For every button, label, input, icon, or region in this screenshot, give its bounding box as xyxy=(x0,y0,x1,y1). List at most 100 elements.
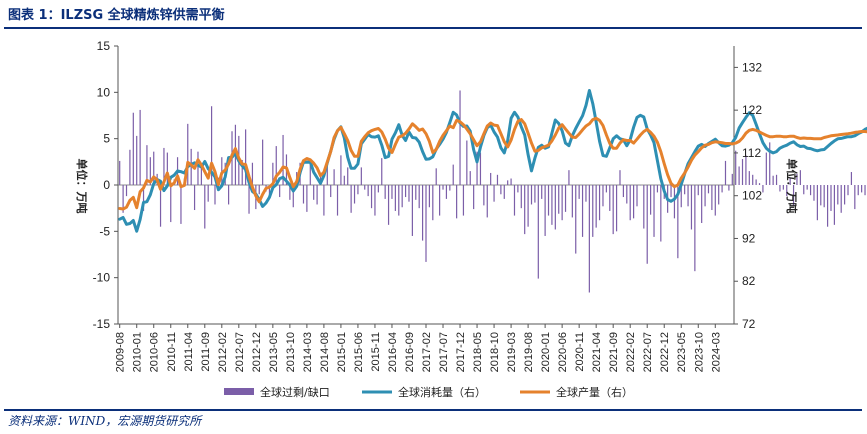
surplus-deficit-bar xyxy=(813,185,815,201)
surplus-deficit-bar xyxy=(401,185,403,208)
surplus-deficit-bar xyxy=(415,185,417,200)
surplus-deficit-bar xyxy=(279,185,281,198)
x-tick-label: 2010-11 xyxy=(166,332,178,372)
y-right-tick-label: 82 xyxy=(742,274,756,288)
x-tick-label: 2023-10 xyxy=(693,332,705,372)
surplus-deficit-bar xyxy=(180,185,182,224)
surplus-deficit-bar xyxy=(466,140,468,185)
surplus-deficit-bar xyxy=(847,185,849,196)
zinc-balance-chart: -15 -10 -5 0 5 10 15 72 82 92 102 112 122 132 2009-0… xyxy=(75,39,867,399)
production-line xyxy=(118,116,867,211)
x-tick-label: 2011-09 xyxy=(200,332,212,372)
surplus-deficit-bar xyxy=(214,185,216,205)
surplus-deficit-bar xyxy=(507,180,509,185)
y-left-tick-label: -15 xyxy=(93,317,111,331)
lines-layer xyxy=(118,89,867,233)
surplus-deficit-bar xyxy=(622,185,624,198)
surplus-deficit-bar xyxy=(439,185,441,216)
surplus-deficit-bar xyxy=(806,185,808,190)
surplus-deficit-bar xyxy=(272,162,274,185)
surplus-deficit-bar xyxy=(391,185,393,199)
surplus-deficit-bar xyxy=(350,185,352,213)
surplus-deficit-bar xyxy=(353,185,356,204)
surplus-deficit-bar xyxy=(656,185,659,193)
y-left-tick-label: 0 xyxy=(103,178,110,192)
y-left-tick-label: 15 xyxy=(97,39,111,53)
y-right-tick-label: 112 xyxy=(742,146,761,160)
surplus-deficit-bar xyxy=(629,185,631,221)
surplus-deficit-bar xyxy=(752,174,754,185)
y-right-tick-label: 132 xyxy=(742,60,762,74)
legend-label: 全球过剩/缺口 xyxy=(260,385,330,399)
surplus-deficit-bar xyxy=(241,159,243,185)
y-left-tick-label: -10 xyxy=(93,271,111,285)
surplus-deficit-bar xyxy=(136,135,138,185)
surplus-deficit-bar xyxy=(724,160,727,185)
surplus-deficit-bar xyxy=(302,185,305,204)
surplus-deficit-bar xyxy=(558,185,560,214)
surplus-deficit-bar xyxy=(782,185,784,190)
surplus-deficit-bar xyxy=(694,185,696,272)
x-tick-label: 2011-04 xyxy=(183,332,195,372)
y-right-tick-label: 102 xyxy=(742,189,762,203)
y-right-tick-label: 92 xyxy=(742,231,756,245)
x-tick-label: 2016-09 xyxy=(404,332,416,372)
legend-swatch-bar xyxy=(224,388,254,395)
x-tick-label: 2020-11 xyxy=(574,332,586,372)
legend-label: 全球消耗量（右） xyxy=(398,385,486,399)
surplus-deficit-bar xyxy=(258,185,260,195)
surplus-deficit-bar xyxy=(384,185,386,199)
x-tick-label: 2022-07 xyxy=(642,332,654,372)
surplus-deficit-bar xyxy=(289,185,291,200)
surplus-deficit-bar xyxy=(680,185,682,208)
x-tick-label: 2021-09 xyxy=(608,332,620,372)
y-right-tick-label: 122 xyxy=(742,103,762,117)
surplus-deficit-bar xyxy=(844,185,846,205)
surplus-deficit-bar xyxy=(714,185,716,216)
surplus-deficit-bar xyxy=(486,185,488,218)
x-tick-label: 2022-02 xyxy=(625,332,637,372)
surplus-deficit-bar xyxy=(609,185,611,211)
surplus-deficit-bar xyxy=(510,178,512,185)
surplus-deficit-bar xyxy=(166,152,168,185)
surplus-deficit-bar xyxy=(462,185,465,216)
x-tick-label: 2016-04 xyxy=(387,332,399,372)
y-left-tick-label: 5 xyxy=(103,132,110,146)
surplus-deficit-bar xyxy=(159,185,162,227)
surplus-deficit-bar xyxy=(139,109,141,185)
title-rule xyxy=(4,27,862,29)
surplus-deficit-bar xyxy=(592,185,594,237)
surplus-deficit-bar xyxy=(772,175,774,185)
surplus-deficit-bar xyxy=(755,179,757,185)
surplus-deficit-bar xyxy=(469,171,471,185)
surplus-deficit-bar xyxy=(496,174,499,185)
surplus-deficit-bar xyxy=(125,185,128,197)
surplus-deficit-bar xyxy=(333,169,335,185)
surplus-deficit-bar xyxy=(595,185,597,228)
surplus-deficit-bar xyxy=(643,185,645,229)
surplus-deficit-bar xyxy=(854,185,856,210)
x-tick-label: 2020-06 xyxy=(557,332,569,372)
surplus-deficit-bar xyxy=(408,185,410,202)
surplus-deficit-bar xyxy=(551,185,553,225)
surplus-deficit-bar xyxy=(636,185,638,207)
x-tick-label: 2019-03 xyxy=(506,332,518,372)
legend: 全球过剩/缺口 全球消耗量（右） 全球产量（右） xyxy=(224,385,633,399)
surplus-deficit-bar xyxy=(381,158,383,185)
surplus-deficit-bar xyxy=(547,185,550,216)
surplus-deficit-bar xyxy=(561,185,563,221)
surplus-deficit-bar xyxy=(779,185,781,192)
surplus-deficit-bar xyxy=(735,150,737,185)
x-tick-label: 2024-03 xyxy=(710,332,722,372)
surplus-deficit-bar xyxy=(326,165,328,185)
surplus-deficit-bar xyxy=(799,170,801,185)
surplus-deficit-bar xyxy=(336,185,339,216)
surplus-deficit-bar xyxy=(673,185,676,219)
surplus-deficit-bar xyxy=(789,178,791,185)
surplus-deficit-bar xyxy=(684,185,686,195)
footer-rule xyxy=(4,409,862,411)
surplus-deficit-bar xyxy=(564,185,567,212)
surplus-deficit-bar xyxy=(193,185,196,211)
surplus-deficit-bar xyxy=(456,185,458,219)
surplus-deficit-bar xyxy=(517,185,519,193)
